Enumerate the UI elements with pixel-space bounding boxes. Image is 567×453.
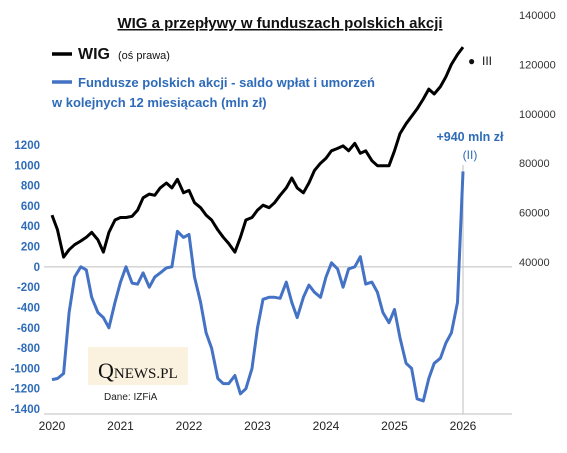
legend-fund-label-line1: Fundusze polskich akcji - saldo wpłat i … [78,75,375,90]
x-axis-ticks: 2020 2021 2022 2023 2024 2025 2026 [39,419,477,433]
x-axis-tick-label: 2020 [39,419,66,433]
right-axis-tick-label: 100000 [519,109,556,121]
chart-title: WIG a przepływy w funduszach polskich ak… [117,15,442,32]
left-axis-tick-label: 800 [21,181,40,193]
right-axis-tick-label: 40000 [519,257,550,269]
source-note: Dane: IZFiA [104,392,158,403]
annotation-wig-marker: ● [468,54,475,68]
annotation-wig-label: III [482,54,492,68]
x-axis-tick-label: 2023 [244,419,271,433]
left-axis-tick-label: 600 [21,201,40,213]
left-axis-tick-label: -200 [17,282,40,294]
x-axis-tick-label: 2021 [107,419,134,433]
logo-text: QNEWS.PL [98,358,178,383]
logo: QNEWS.PL [88,347,188,385]
left-axis-tick-label: -1000 [11,363,40,375]
left-axis-ticks: 1200 1000 800 600 400 200 0 -200 -400 -600 -800 -10… [11,140,40,416]
x-axis-tick-label: 2026 [450,419,477,433]
x-axis-tick-label: 2025 [381,419,408,433]
right-axis-tick-label: 140000 [519,10,556,22]
annotation-fund-value: +940 mln zł [436,130,504,144]
left-axis-tick-label: 0 [34,262,40,274]
x-axis-tick-label: 2022 [176,419,203,433]
left-axis-tick-label: -600 [17,323,40,335]
annotation-fund-sub: (II) [463,148,478,162]
left-axis-tick-label: -1400 [11,404,40,416]
legend: WIG (oś prawa) Fundusze polskich akcji -… [51,46,375,110]
legend-wig-label: WIG [78,46,110,63]
left-axis-tick-label: -800 [17,343,40,355]
right-axis-tick-label: 60000 [519,208,550,220]
right-axis-ticks: 140000 120000 100000 80000 60000 40000 [519,10,556,269]
left-axis-tick-label: 1200 [14,140,40,152]
left-axis-tick-label: -400 [17,302,40,314]
series-fund-line [51,171,465,403]
series-wig-line [50,46,465,259]
right-axis-tick-label: 120000 [519,59,556,71]
logo-box [88,347,188,385]
x-axis-tick-label: 2024 [313,419,340,433]
left-axis-tick-label: 400 [21,221,40,233]
legend-fund-label-line2: w kolejnych 12 miesiącach (mln zł) [51,95,267,110]
left-axis-tick-label: 200 [21,242,40,254]
legend-wig-note: (oś prawa) [118,50,170,62]
right-axis-tick-label: 80000 [519,158,550,170]
left-axis-tick-label: -1200 [11,384,40,396]
left-axis-tick-label: 1000 [14,160,40,172]
